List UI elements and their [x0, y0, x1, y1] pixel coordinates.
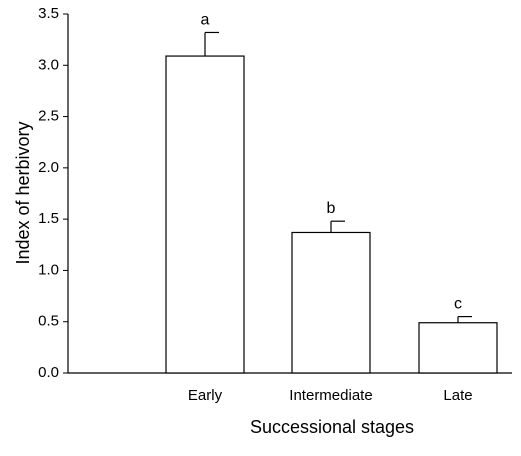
y-axis-ticks: 0.0 0.5 1.0 1.5 2.0 2.5 3.0 3.5 — [38, 5, 68, 381]
bar-early — [165, 55, 245, 374]
y-tick-label: 2.0 — [38, 159, 59, 176]
y-tick-label: 3.5 — [38, 5, 59, 22]
x-tick-label: Early — [188, 387, 223, 404]
x-axis-tick-labels: Early Intermediate Late — [188, 387, 473, 404]
x-tick-label: Intermediate — [289, 387, 372, 404]
significance-label: c — [454, 296, 462, 313]
y-tick-label: 0.5 — [38, 313, 59, 330]
bars: a b c — [165, 11, 498, 374]
y-axis-title: Index of herbivory — [13, 121, 33, 264]
y-tick-label: 0.0 — [38, 364, 59, 381]
significance-label: a — [201, 11, 210, 28]
x-axis-title: Successional stages — [250, 417, 414, 437]
y-tick-label: 2.5 — [38, 108, 59, 125]
significance-label: b — [327, 200, 336, 217]
axes — [67, 14, 512, 374]
x-tick-label: Late — [443, 387, 472, 404]
y-tick-label: 1.5 — [38, 210, 59, 227]
y-tick-label: 1.0 — [38, 261, 59, 278]
y-tick-label: 3.0 — [38, 56, 59, 73]
bar-intermediate — [291, 231, 371, 374]
bar-late — [418, 322, 498, 374]
